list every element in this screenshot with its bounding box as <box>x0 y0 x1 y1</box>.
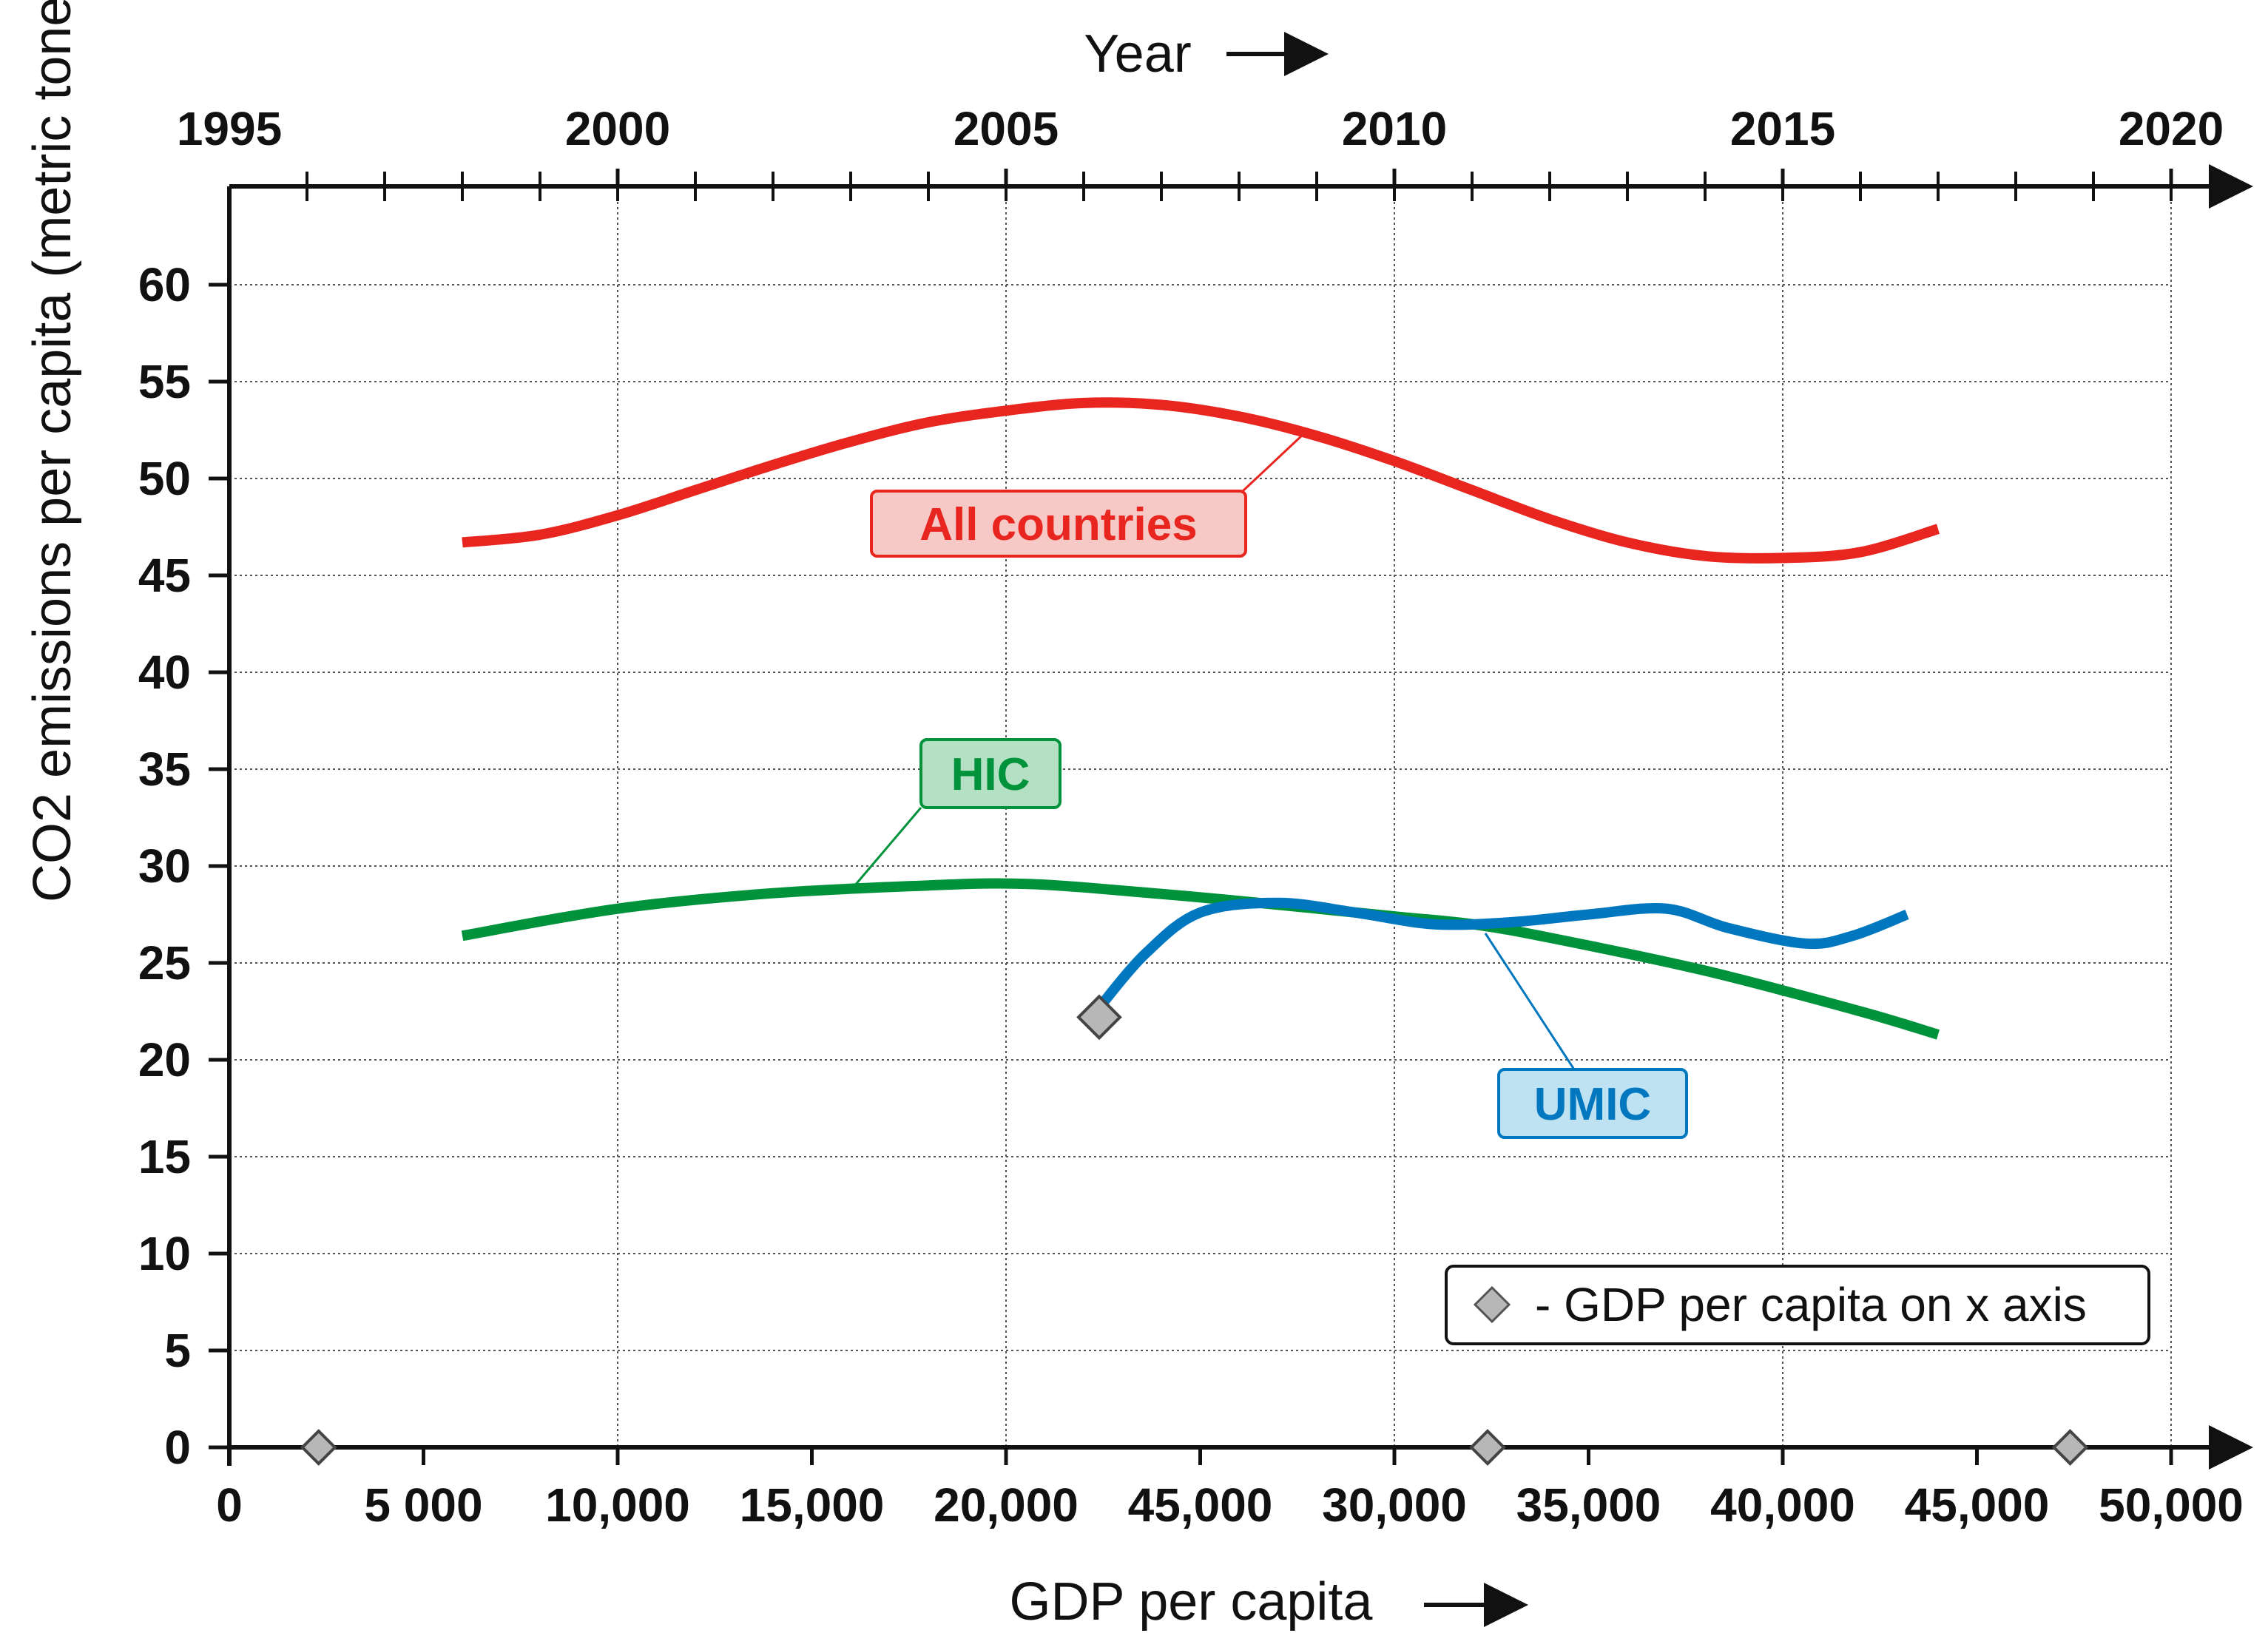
year-tick-label: 2015 <box>1730 102 1835 155</box>
grid <box>229 186 2172 1447</box>
annotation-box <box>870 490 1247 558</box>
gdp-diamond-marker <box>2051 1429 2089 1466</box>
gdp-markers <box>300 994 2089 1466</box>
ticks: 0 5 10 15 20 25 30 35 40 45 50 55 60 1995 2000 2005 2010… <box>138 102 2244 1532</box>
gdp-tick-label: 0 <box>216 1478 243 1532</box>
gdp-tick-label: 30,000 <box>1322 1478 1467 1532</box>
y-tick-label: 60 <box>138 258 191 311</box>
top-axis-title: Year <box>1084 24 1329 84</box>
y-tick-label: 30 <box>138 839 191 893</box>
y-tick-label: 45 <box>138 549 191 602</box>
annotation-hic: HIC <box>853 738 1062 887</box>
gdp-tick-label: 45,000 <box>1905 1478 2050 1532</box>
gdp-tick-label: 15,000 <box>740 1478 885 1532</box>
annotation-label: All countries <box>919 499 1198 550</box>
annotation-label: UMIC <box>1534 1079 1651 1130</box>
series-lines <box>461 397 1940 1040</box>
y-tick-label: 55 <box>138 355 191 408</box>
annotation-all-countries: All countries <box>870 433 1305 558</box>
series-annotations: All countries HIC UMIC <box>853 433 1688 1139</box>
diamond-marker-icon <box>1473 1285 1511 1324</box>
gdp-diamond-marker <box>1469 1429 1506 1466</box>
gdp-axis-title: GDP per capita <box>1010 1572 1374 1632</box>
year-tick-label: 2005 <box>954 102 1059 155</box>
y-tick-label: 0 <box>164 1421 191 1474</box>
y-tick-label: 20 <box>138 1033 191 1086</box>
annotation-label: HIC <box>951 749 1030 800</box>
series-umic-line <box>1095 897 1909 1011</box>
legend: - GDP per capita on x axis <box>1445 1265 2150 1345</box>
gdp-tick-label: 10,000 <box>545 1478 690 1532</box>
gdp-tick-label: 20,000 <box>934 1478 1079 1532</box>
annotation-umic: UMIC <box>1484 933 1688 1139</box>
y-tick-label: 15 <box>138 1130 191 1183</box>
y-tick-label: 40 <box>138 646 191 699</box>
gdp-tick-label: 40,000 <box>1710 1478 1855 1532</box>
annotation-box <box>1497 1068 1688 1139</box>
year-tick-label: 2020 <box>2119 102 2224 155</box>
gdp-diamond-marker <box>300 1429 337 1466</box>
annotation-leader <box>853 807 922 887</box>
gdp-tick-label: 35,000 <box>1516 1478 1661 1532</box>
y-tick-label: 50 <box>138 452 191 505</box>
y-tick-label: 10 <box>138 1227 191 1280</box>
year-tick-label: 2000 <box>565 102 670 155</box>
legend-box <box>1445 1265 2150 1345</box>
series-all-countries-line <box>462 397 1940 564</box>
left-axis-title: CO2 emissions per capita (metric tones) <box>23 0 82 902</box>
year-tick-label: 1995 <box>177 102 282 155</box>
y-tick-label: 5 <box>164 1324 191 1377</box>
gdp-tick-label: 5 000 <box>364 1478 482 1532</box>
bottom-axis-title: GDP per capita <box>1010 1572 1528 1632</box>
year-axis-title: Year <box>1084 24 1191 84</box>
annotation-leader <box>1241 433 1305 493</box>
y-tick-label: 25 <box>138 936 191 990</box>
gdp-tick-label: 45,000 <box>1128 1478 1273 1532</box>
legend-entry: - GDP per capita on x axis <box>1535 1278 2087 1331</box>
y-tick-label: 35 <box>138 743 191 796</box>
gdp-tick-label: 50,000 <box>2099 1478 2244 1532</box>
annotation-leader <box>1484 933 1576 1070</box>
year-tick-label: 2010 <box>1342 102 1447 155</box>
annotation-box <box>919 738 1062 809</box>
gdp-diamond-marker <box>1076 994 1122 1041</box>
series-hic-line <box>461 878 1940 1040</box>
co2-axis-title: CO2 emissions per capita (metric tones) <box>23 0 82 902</box>
